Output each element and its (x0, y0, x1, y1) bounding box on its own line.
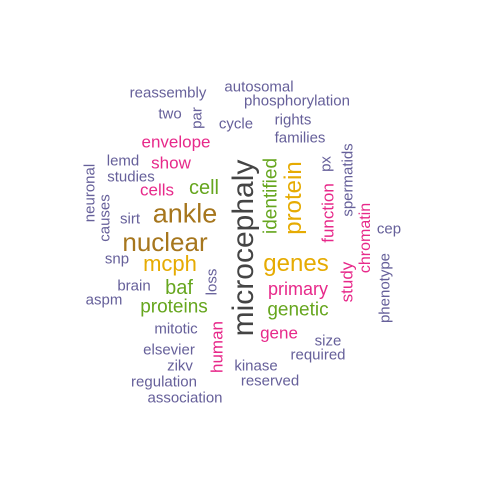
word-lemd: lemd (106, 152, 140, 170)
word-cell: cell (188, 177, 220, 199)
word-phenotype: phenotype (376, 252, 394, 324)
word-reassembly: reassembly (129, 84, 207, 102)
word-rights: rights (274, 111, 312, 129)
word-studies: studies (107, 168, 155, 186)
word-gene: gene (260, 323, 298, 343)
word-brain: brain (117, 277, 151, 295)
word-ankle: ankle (152, 198, 218, 229)
word-size: size (314, 332, 342, 350)
word-families: families (274, 129, 326, 147)
word-mcph: mcph (143, 251, 197, 276)
word-primary: primary (267, 279, 329, 299)
word-genes: genes (263, 250, 329, 277)
word-kinase: kinase (234, 357, 278, 375)
word-two: two (158, 105, 182, 123)
word-baf: baf (165, 277, 193, 299)
word-identified: identified (260, 157, 282, 235)
word-cells: cells (139, 180, 175, 200)
word-chromatin: chromatin (357, 202, 374, 274)
word-autosomal: autosomal (224, 78, 294, 96)
word-mitotic: mitotic (154, 320, 198, 338)
word-spermatids: spermatids (339, 143, 357, 217)
word-study: study (337, 261, 357, 303)
word-protein: protein (280, 161, 307, 235)
word-regulation: regulation (131, 373, 197, 391)
word-par: par (188, 107, 206, 129)
word-snp: snp (104, 250, 130, 268)
word-human: human (207, 321, 227, 373)
word-elsevier: elsevier (143, 341, 195, 359)
word-neuronal: neuronal (81, 163, 99, 223)
word-microcephaly: microcephaly (227, 159, 260, 337)
word-genetic: genetic (267, 299, 329, 321)
word-zikv: zikv (167, 357, 193, 375)
word-association: association (147, 389, 223, 407)
word-causes: causes (96, 194, 114, 242)
word-sirt: sirt (120, 210, 140, 228)
word-aspm: aspm (85, 291, 123, 309)
word-show: show (151, 153, 191, 173)
word-cep: cep (376, 220, 402, 238)
word-px: px (317, 156, 335, 172)
word-required: required (290, 346, 346, 364)
word-reserved: reserved (240, 372, 300, 390)
word-nuclear: nuclear (122, 227, 208, 257)
word-cycle: cycle (218, 115, 254, 133)
word-loss: loss (203, 268, 221, 296)
word-proteins: proteins (140, 296, 208, 318)
word-envelope: envelope (141, 132, 211, 152)
word-phosphorylation: phosphorylation (244, 92, 350, 110)
word-function: function (318, 183, 338, 243)
